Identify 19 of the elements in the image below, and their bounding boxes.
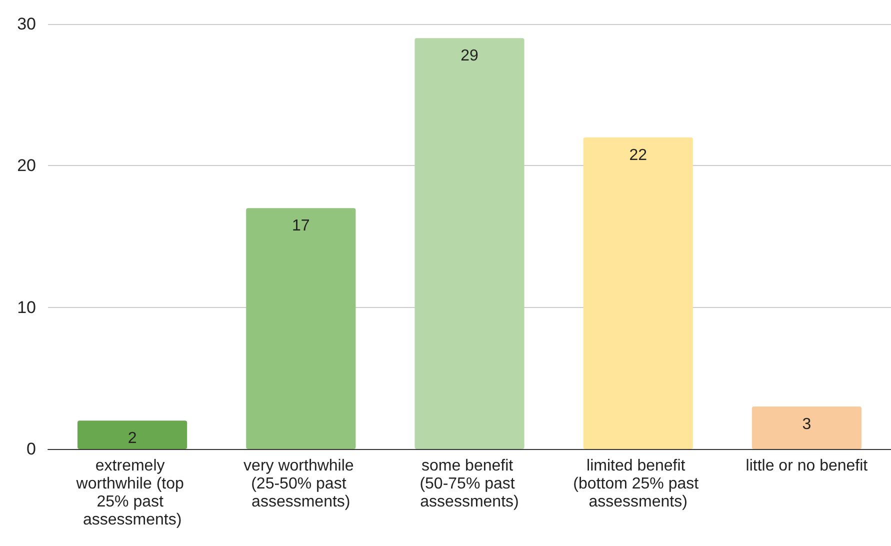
- bar: [752, 406, 862, 449]
- data-label: 2: [128, 430, 137, 448]
- y-tick-label: 30: [17, 14, 36, 34]
- data-label: 3: [802, 416, 812, 433]
- data-label: 17: [292, 218, 310, 235]
- y-tick-label: 0: [26, 440, 36, 458]
- x-tick-label: little or no benefit: [746, 458, 868, 474]
- data-label: 22: [629, 146, 648, 164]
- bar: [78, 420, 188, 449]
- y-tick-label: 20: [17, 156, 36, 176]
- x-tick-label: limited benefit (bottom 25% past assessments): [573, 458, 704, 510]
- bar: [583, 137, 693, 449]
- x-tick-label: extremely worthwhile (top 25% past assessments): [75, 458, 188, 528]
- bar: [246, 208, 356, 449]
- data-label: 29: [460, 48, 478, 65]
- y-tick-label: 10: [17, 298, 36, 317]
- x-tick-label: some benefit (50-75% past assessments): [420, 458, 520, 510]
- x-tick-label: very worthwhile (25-50% past assessments): [244, 458, 358, 510]
- bar: [414, 38, 524, 449]
